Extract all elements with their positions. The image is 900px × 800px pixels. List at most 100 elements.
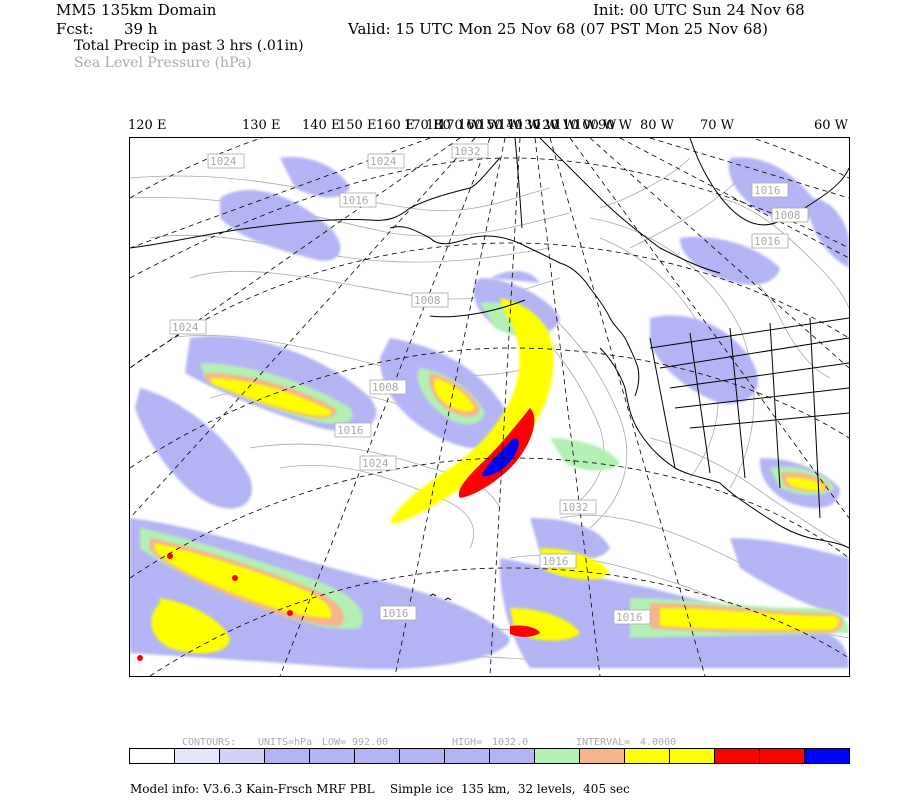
lon-label-150e: 150 E [338,118,377,133]
colorbar-swatch [310,749,355,763]
contours-high-value: 1032.0 [492,737,529,748]
isobar-label: 1024 [362,457,389,470]
forecast-hour: 39 h [124,20,158,38]
precip-area [810,198,849,268]
colorbar-swatch [715,749,760,763]
lon-label-70w: 70 W [700,118,735,133]
colorbar-swatch [220,749,265,763]
isobar-label: 1008 [414,294,441,307]
isobar-line [130,197,571,237]
isobar-label: 1016 [754,184,781,197]
isobar-label: 1016 [337,424,364,437]
domain-title: MM5 135km Domain [56,1,217,19]
lon-label-80w: 80 W [640,118,675,133]
grid-line [649,138,849,199]
isobar-label: 1016 [616,611,643,624]
valid-time: Valid: 15 UTC Mon 25 Nov 68 (07 PST Mon … [348,20,768,38]
isobar-line [249,443,501,509]
lon-label-160w: 160 W [458,118,501,133]
colorbar-swatch [580,749,625,763]
precip-red [137,408,540,661]
precip-area [660,608,840,630]
isobar-line [149,234,551,263]
precip-area [785,477,825,491]
grid-line [619,138,849,259]
precip-area [650,315,759,404]
isobar-line [169,334,531,376]
grid-line [130,347,849,469]
colorbar-swatch [265,749,310,763]
lon-label-100w: 100 W [574,118,617,133]
colorbar-swatch [490,749,535,763]
contours-high-label: HIGH= [452,737,483,748]
precip-area [151,598,230,654]
field-slp-title: Sea Level Pressure (hPa) [74,55,252,71]
precip-colorbar [129,748,850,764]
contours-units: UNITS=hPa [258,737,313,748]
lon-label-60w: 60 W [814,118,849,133]
coastline-yukon [514,138,523,229]
colorbar-swatch [355,749,400,763]
map-canvas: 1024 1024 1032 1016 1016 1008 1008 1024 … [130,138,849,676]
state-borders [649,317,849,519]
forecast-label: Fcst: [56,20,94,38]
model-info: Model info: V3.6.3 Kain-Frsch MRF PBL Si… [130,782,630,796]
precip-area [510,625,540,637]
lon-label-120w: 120 W [534,118,577,133]
precip-area [458,408,535,498]
precip-area [434,378,475,412]
lon-label-140e: 140 E [302,118,341,133]
init-time: Init: 00 UTC Sun 24 Nov 68 [593,1,805,19]
precip-area [155,543,332,618]
lon-label-150w: 150 W [478,118,521,133]
precip-area [482,438,519,477]
contours-low-value: 992.00 [352,737,389,748]
isobar-label: 1008 [774,209,801,222]
coastline-arctic [539,138,721,274]
coastline-canada-west [624,337,640,397]
colorbar-swatch [625,749,670,763]
colorbar-swatch [805,749,849,763]
colorbar-swatch [535,749,580,763]
isobar-line [599,157,691,209]
isobar-line [649,437,849,549]
isobar-label: 1016 [754,235,781,248]
isobar-label: 1008 [372,381,399,394]
isobar-labels: 1024 1024 1032 1016 1016 1008 1008 1024 … [169,143,809,625]
colorbar-swatch [445,749,490,763]
contours-interval-value: 4.0000 [640,737,677,748]
precip-blue [482,438,519,477]
isobar-label: 1024 [210,155,237,168]
lat-lon-grid [130,138,849,676]
grid-line [130,138,476,519]
grid-line [130,457,849,579]
precip-area [220,189,341,261]
coastline-alaska [389,226,626,339]
grid-line [130,242,849,369]
lon-label-170w: 170 W [438,118,481,133]
lon-label-170e: 170 E [404,118,443,133]
isobar-label: 1024 [172,321,199,334]
isobar-label: 1016 [342,194,369,207]
lon-label-140w: 140 W [498,118,541,133]
isobar-label: 1016 [542,555,569,568]
coastline-russia [130,157,501,249]
precip-area [550,438,620,471]
precip-area [287,610,293,616]
lon-label-130w: 130 W [516,118,559,133]
coastline-us-west [599,347,721,484]
colorbar-swatch [130,749,175,763]
isobar-label: 1024 [370,155,397,168]
isobar-label: 1032 [562,501,589,514]
precip-area [730,538,849,618]
grid-line [149,567,849,676]
precip-area [137,655,143,661]
precip-area [280,157,350,198]
precip-area [680,237,780,285]
grid-line [394,138,506,676]
colorbar-swatch [670,749,715,763]
contours-label: CONTOURS: [182,737,237,748]
grid-line [589,138,849,369]
coastline-hawaii [429,593,452,601]
precip-area [232,575,238,581]
